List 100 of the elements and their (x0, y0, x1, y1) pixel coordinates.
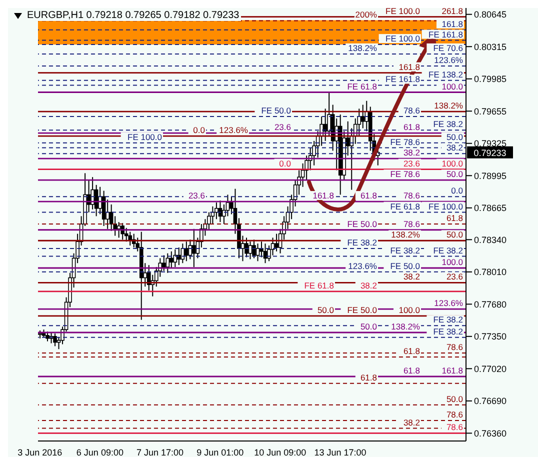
y-tick-label: 0.80315 (474, 42, 507, 52)
annotation: FE 50.0 (347, 304, 378, 315)
annotation: FE 100.0 (386, 34, 420, 44)
annotation: 161.8 (398, 62, 420, 72)
y-tick-label: 0.77680 (474, 299, 507, 310)
chart-title: EURGBP,H1 0.79218 0.79265 0.79182 0.79233 (27, 10, 240, 21)
x-tick-label: 10 Jun 09:00 (254, 447, 306, 458)
annotation: FE 38.2 (433, 314, 464, 325)
candlestick (166, 252, 170, 274)
annotation: 138.2% (434, 100, 464, 111)
annotation: FE 100.0 (386, 6, 420, 16)
candlestick (106, 199, 110, 230)
y-tick-label: 0.76360 (474, 428, 507, 438)
y-tick-label: 0.77020 (474, 364, 507, 374)
annotation: 23.6 (188, 190, 206, 201)
annotation: 100.0 (442, 256, 464, 267)
annotation: FE 78.6 (390, 169, 420, 180)
annotation: 78.6 (403, 190, 420, 201)
annotation: 78.6 (403, 105, 420, 116)
candlestick (360, 104, 365, 129)
y-tick-label: 0.78995 (474, 170, 507, 181)
annotation: 123.6% (434, 54, 464, 65)
candlestick (124, 227, 128, 242)
annotation: 100.0 (398, 304, 420, 315)
annotation: 100.0 (442, 81, 464, 92)
annotation: 161.8 (442, 365, 464, 376)
annotation: FE 161.8 (386, 74, 420, 84)
y-tick-label: 0.78665 (474, 203, 507, 214)
annotation: 50.0 (360, 322, 378, 332)
candlestick (128, 231, 132, 246)
annotation: 261.8 (442, 6, 464, 16)
candlestick (192, 228, 196, 268)
annotation: 78.6 (446, 422, 464, 432)
annotation: FE 100.0 (428, 201, 464, 212)
annotation: 50.0 (446, 230, 464, 240)
annotation: FE 61.8 (390, 201, 420, 212)
candlestick (170, 250, 174, 268)
y-tick-label: 0.77350 (474, 332, 507, 342)
annotation: 38.2 (403, 417, 420, 428)
annotation: 0.0 (451, 186, 464, 196)
annotation: 78.6 (403, 218, 420, 229)
annotation: 200% (355, 10, 378, 20)
text: 0.79233 (474, 148, 506, 158)
annotation: 23.6 (403, 158, 420, 168)
candlestick (214, 202, 218, 220)
candlestick (90, 176, 94, 210)
annotation: 38.2 (403, 272, 420, 282)
annotation: FE 50.0 (390, 260, 420, 271)
annotation: FE 100.0 (128, 132, 162, 142)
annotation: 61.8 (403, 346, 420, 356)
annotation: 161.8 (442, 18, 464, 29)
annotation: 78.6 (446, 342, 464, 352)
annotation: 78.6 (446, 409, 464, 420)
annotation: FE 78.6 (390, 136, 420, 147)
y-tick-label: 0.79655 (474, 106, 507, 116)
annotation: 23.6 (274, 122, 292, 132)
y-tick-label: 0.76690 (474, 396, 507, 406)
y-tick-label: 0.78340 (474, 234, 507, 245)
candlestick (184, 241, 188, 262)
candlestick (46, 331, 50, 342)
annotation: FE 70.6 (433, 42, 464, 53)
y-tick-label: 0.79985 (474, 74, 507, 84)
annotation: 23.6 (446, 272, 464, 282)
annotation: FE 61.8 (347, 81, 378, 92)
x-tick-label: 3 Jun 2016 (18, 447, 62, 458)
annotation: FE 50.0 (261, 105, 292, 116)
annotation: 50.0 (446, 132, 464, 142)
annotation: FE 38.2 (433, 119, 464, 130)
annotation: 50.0 (446, 394, 464, 404)
annotation: 161.8 (312, 190, 334, 201)
annotation: 123.6% (219, 125, 248, 136)
annotation: FE 61.8 (304, 280, 334, 290)
annotation: FE 161.8 (428, 29, 464, 40)
annotation: FE 138.2 (428, 69, 464, 80)
annotation: 38.2 (446, 142, 464, 153)
annotation: 50.0 (317, 304, 334, 315)
annotation: 50.0 (446, 169, 464, 180)
annotation: 123.6% (434, 298, 464, 308)
x-tick-label: 9 Jun 01:00 (196, 447, 244, 458)
candlestick (252, 239, 256, 259)
annotation: 38.2 (403, 148, 420, 158)
y-tick-label: 0.79325 (474, 138, 507, 149)
annotation: 38.2 (360, 280, 378, 290)
candlestick (244, 237, 248, 258)
annotation: FE 38.2 (347, 237, 378, 248)
candlestick (162, 254, 166, 272)
annotation: 0.0 (279, 158, 292, 168)
annotation: 138.2% (391, 230, 420, 240)
annotation: FE 38.2 (433, 245, 464, 256)
candlestick (274, 233, 278, 252)
x-tick-label: 6 Jun 09:00 (76, 447, 124, 458)
annotation: 123.6% (348, 260, 378, 271)
x-tick-label: 7 Jun 17:00 (136, 447, 184, 458)
candlestick (256, 243, 260, 262)
annotation: FE 50.0 (347, 218, 378, 229)
annotation: 138.2% (348, 42, 378, 53)
x-tick-label: 13 Jun 17:00 (314, 447, 366, 458)
annotation: 0.0 (193, 125, 206, 136)
annotation: FE 38.2 (433, 326, 464, 336)
annotation: 61.8 (403, 122, 420, 132)
